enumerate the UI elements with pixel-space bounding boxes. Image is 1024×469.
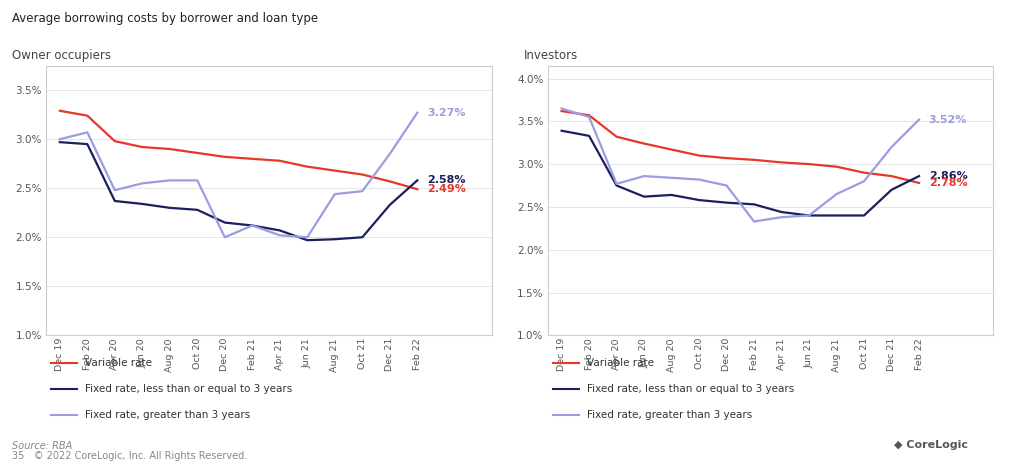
Text: Fixed rate, greater than 3 years: Fixed rate, greater than 3 years [587, 410, 752, 420]
Text: ◆ CoreLogic: ◆ CoreLogic [894, 440, 968, 450]
Text: Investors: Investors [524, 49, 579, 62]
Text: Variable rate: Variable rate [587, 358, 653, 369]
Text: 2.58%: 2.58% [427, 175, 465, 185]
Text: Fixed rate, less than or equal to 3 years: Fixed rate, less than or equal to 3 year… [85, 384, 292, 394]
Text: Owner occupiers: Owner occupiers [12, 49, 112, 62]
Text: 35   © 2022 CoreLogic, Inc. All Rights Reserved.: 35 © 2022 CoreLogic, Inc. All Rights Res… [12, 451, 248, 461]
Text: 2.49%: 2.49% [427, 184, 466, 194]
Text: Source: RBA: Source: RBA [12, 441, 73, 451]
Text: 3.27%: 3.27% [427, 108, 465, 118]
Text: Fixed rate, greater than 3 years: Fixed rate, greater than 3 years [85, 410, 250, 420]
Text: 2.78%: 2.78% [929, 178, 968, 188]
Text: 2.86%: 2.86% [929, 171, 968, 181]
Text: Average borrowing costs by borrower and loan type: Average borrowing costs by borrower and … [12, 12, 318, 25]
Text: 3.52%: 3.52% [929, 114, 967, 125]
Text: Fixed rate, less than or equal to 3 years: Fixed rate, less than or equal to 3 year… [587, 384, 794, 394]
Text: Variable rate: Variable rate [85, 358, 152, 369]
